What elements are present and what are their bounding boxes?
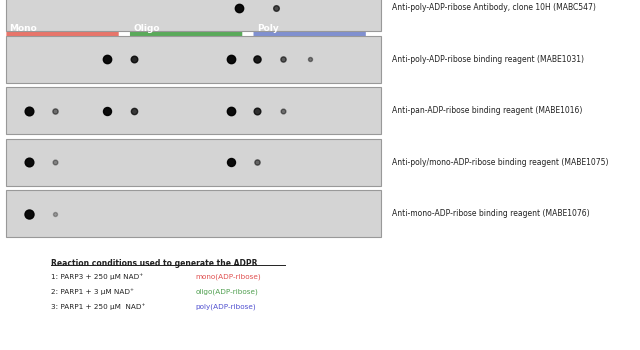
Text: 2: PARP1 + 3 μM NAD⁺: 2: PARP1 + 3 μM NAD⁺ [51,288,134,295]
Text: poly(ADP-ribose): poly(ADP-ribose) [195,303,256,310]
Text: Reaction conditions used to generate the ADPR: Reaction conditions used to generate the… [51,259,258,268]
Text: Anti-poly-ADP-ribose Antibody, clone 10H (MABC547): Anti-poly-ADP-ribose Antibody, clone 10H… [392,4,596,12]
Text: 3: PARP1 + 250 μM  NAD⁺: 3: PARP1 + 250 μM NAD⁺ [51,303,145,310]
Text: Oligo: Oligo [133,25,159,33]
FancyBboxPatch shape [6,190,381,237]
FancyBboxPatch shape [6,139,381,186]
FancyBboxPatch shape [6,36,381,83]
Text: Anti-mono-ADP-ribose binding reagent (MABE1076): Anti-mono-ADP-ribose binding reagent (MA… [392,209,590,218]
Text: 1: PARP3 + 250 μM NAD⁺: 1: PARP3 + 250 μM NAD⁺ [51,274,143,280]
Polygon shape [253,10,366,54]
Text: Anti-pan-ADP-ribose binding reagent (MABE1016): Anti-pan-ADP-ribose binding reagent (MAB… [392,106,582,115]
Text: oligo(ADP-ribose): oligo(ADP-ribose) [195,288,258,295]
Text: mono(ADP-ribose): mono(ADP-ribose) [195,274,261,280]
Text: Poly: Poly [257,25,278,33]
Polygon shape [6,10,119,54]
Text: Anti-poly-ADP-ribose binding reagent (MABE1031): Anti-poly-ADP-ribose binding reagent (MA… [392,55,584,64]
Polygon shape [130,10,243,54]
Text: Mono: Mono [10,25,37,33]
FancyBboxPatch shape [6,87,381,134]
FancyBboxPatch shape [6,0,381,32]
Text: Anti-poly/mono-ADP-ribose binding reagent (MABE1075): Anti-poly/mono-ADP-ribose binding reagen… [392,158,609,167]
